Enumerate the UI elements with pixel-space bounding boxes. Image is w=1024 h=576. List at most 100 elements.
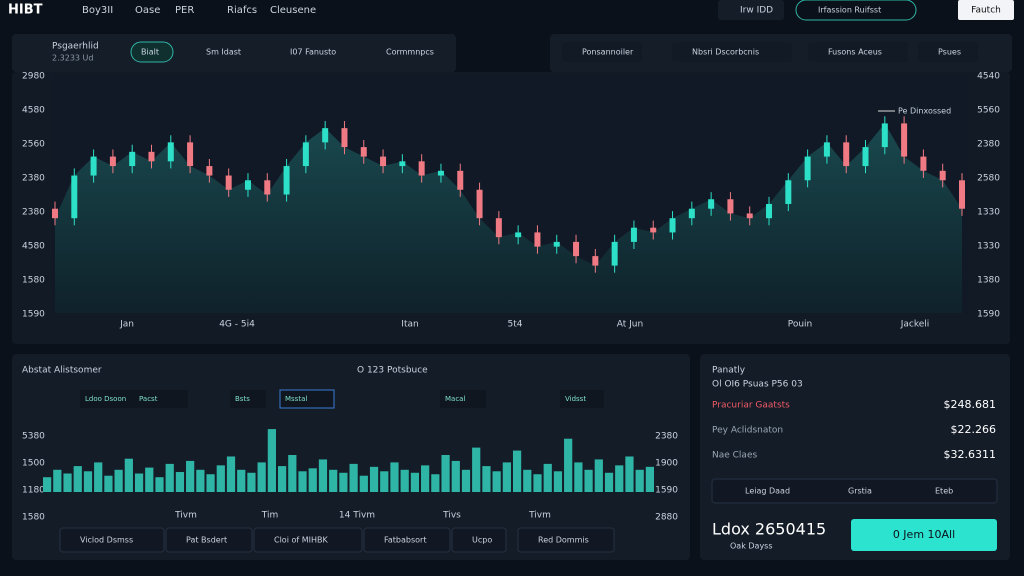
candle-body	[244, 180, 251, 190]
tab[interactable]	[80, 390, 140, 408]
y-axis-label: 1330	[977, 242, 1000, 252]
volume-bar	[257, 462, 266, 492]
panel-title: Abstat Alistsomer	[22, 366, 102, 376]
volume-bar	[574, 462, 583, 492]
candle-body	[592, 256, 599, 266]
user-button[interactable]	[718, 0, 784, 20]
volume-bar	[359, 475, 368, 492]
tab[interactable]	[279, 389, 335, 409]
candle-body	[264, 180, 271, 195]
search-button[interactable]	[958, 0, 1014, 20]
candle-body	[650, 227, 657, 233]
row-label: Pey Aclidsnaton	[712, 426, 783, 436]
action-button[interactable]	[363, 527, 451, 553]
volume-bar	[165, 463, 174, 492]
y-axis-label: 2380	[977, 140, 1000, 150]
pair-sub: 2.3233 Ud	[52, 54, 93, 63]
total-sub: Oak Dayss	[730, 542, 773, 551]
y-axis-label: 1900	[655, 459, 678, 469]
y-axis-label: 2380	[22, 208, 45, 218]
volume-bar	[308, 468, 317, 492]
primary-button[interactable]	[851, 519, 997, 551]
x-axis-label: Itan	[401, 320, 418, 330]
y-axis-label: 1580	[22, 513, 45, 523]
candle-body	[90, 156, 97, 176]
tab-label: Ldoo Dsoon	[85, 395, 126, 403]
volume-bar	[645, 466, 654, 492]
candle-body	[322, 128, 329, 143]
y-axis-label: 2580	[977, 174, 1000, 184]
side-button-label[interactable]: Eteb	[935, 487, 953, 496]
volume-bar	[226, 456, 236, 492]
toolbar-button[interactable]	[918, 42, 978, 62]
volume-bar	[441, 455, 450, 492]
row-value: $22.266	[951, 423, 997, 436]
action-button-label: Red Dommis	[538, 536, 589, 545]
nav-item[interactable]: Boy3II	[82, 5, 113, 16]
volume-bar	[104, 475, 113, 492]
candle-body	[109, 156, 116, 167]
nav-item[interactable]: PER	[175, 5, 194, 16]
candle-body	[52, 208, 58, 219]
tab[interactable]	[440, 390, 486, 408]
y-axis-label: 2880	[655, 513, 678, 523]
candle-body	[418, 161, 425, 176]
y-axis-label: 4540	[977, 72, 1000, 82]
toolbar-button-label: Ponsannoiler	[582, 48, 634, 57]
candle-body	[206, 166, 213, 176]
volume-bar	[114, 469, 123, 492]
toolbar-button-label: Fusons Aceus	[828, 48, 882, 57]
volume-bar	[216, 465, 225, 492]
candle-body	[727, 199, 734, 214]
tab-label: Vidsst	[565, 395, 586, 403]
action-button[interactable]	[517, 527, 615, 553]
candle-body	[573, 241, 580, 257]
nav-item[interactable]: Cleusene	[270, 5, 316, 16]
toolbar-button[interactable]	[562, 42, 642, 62]
toolbar-button-label: Cormmnpcs	[386, 48, 434, 57]
toolbar-button[interactable]	[808, 42, 908, 62]
y-axis-label: 1590	[655, 486, 678, 496]
tab[interactable]	[560, 390, 604, 408]
user-name: Irw IDD	[740, 6, 773, 16]
volume-bar	[369, 466, 379, 492]
action-button[interactable]	[253, 527, 363, 553]
nav-item[interactable]: Oase	[135, 5, 160, 16]
volume-bar	[73, 466, 82, 492]
tab[interactable]	[230, 390, 266, 408]
candle-body	[688, 208, 695, 219]
toolbar-button[interactable]	[672, 42, 792, 62]
row-label: Nae Claes	[712, 451, 757, 461]
volume-bar	[502, 462, 511, 492]
candle-body	[399, 161, 406, 167]
action-button[interactable]	[59, 527, 165, 553]
candle-body	[901, 123, 908, 157]
volume-bar	[482, 466, 491, 492]
volume-bar	[584, 469, 593, 492]
volume-bar	[94, 462, 103, 492]
candle-body	[823, 142, 830, 157]
action-button[interactable]	[165, 527, 253, 553]
side-button-label[interactable]: Grstia	[848, 487, 872, 496]
volume-bar	[564, 438, 573, 492]
x-axis-label: Tivm	[528, 511, 551, 521]
toolbar-button-label: Nbsri Dscorbcnis	[692, 48, 759, 57]
account-button[interactable]	[795, 0, 917, 21]
logo: HIBT	[8, 3, 43, 18]
volume-bar	[512, 450, 522, 492]
nav-item[interactable]: Riafcs	[227, 5, 257, 16]
button-group	[711, 478, 998, 504]
volume-bar	[247, 472, 256, 492]
search[interactable]: Fautch	[971, 6, 1001, 16]
primary-button-label[interactable]: 0 Jem 10All	[893, 528, 955, 541]
side-button-label[interactable]: Leiag Daad	[745, 487, 790, 496]
volume-bar	[329, 469, 338, 492]
tab[interactable]	[134, 390, 188, 408]
action-button[interactable]	[451, 527, 507, 553]
volume-bar	[237, 469, 246, 492]
volume-bar	[277, 466, 287, 492]
y-axis-label: 1380	[977, 276, 1000, 286]
volume-bar	[288, 455, 297, 492]
toolbar-button[interactable]	[130, 41, 174, 63]
